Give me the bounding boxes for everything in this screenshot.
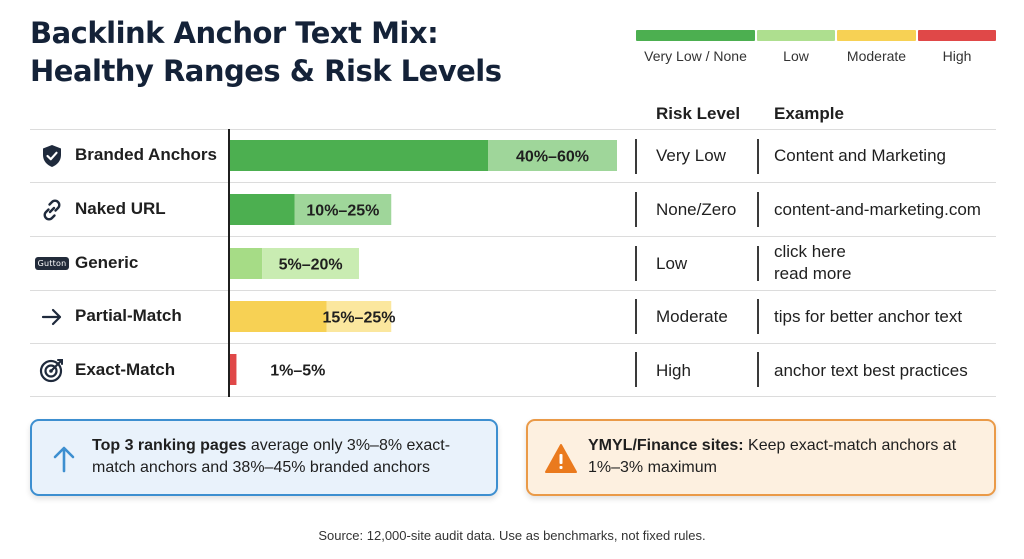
row-label-branded: Branded Anchors — [75, 145, 218, 164]
row-divider — [30, 182, 996, 183]
column-separator — [757, 139, 759, 174]
column-separator — [757, 299, 759, 334]
row-divider — [30, 343, 996, 344]
example-header: Example — [774, 104, 844, 123]
legend-label: High — [942, 48, 972, 64]
bar-range-3 — [326, 301, 392, 332]
title-line-2: Healthy Ranges & Risk Levels — [30, 54, 502, 88]
bar-label-1: 10%–25% — [306, 203, 379, 220]
risk-cell: None/Zero — [656, 200, 737, 219]
column-separator — [635, 352, 637, 387]
source-note: Source: 12,000-site audit data. Use as b… — [318, 528, 706, 543]
column-separator — [635, 246, 637, 281]
callout-text: YMYL/Finance sites: Keep exact-match anc… — [588, 435, 988, 479]
bar-range-2 — [262, 248, 359, 279]
legend-item-low: Low — [757, 30, 835, 70]
bar-range-1 — [294, 194, 392, 225]
chart-title: Backlink Anchor Text Mix: Healthy Ranges… — [30, 14, 590, 90]
bar-label-4: 1%–5% — [270, 363, 325, 380]
row-divider — [30, 236, 996, 237]
row-label-generic: Generic — [75, 253, 139, 272]
bar-min-1 — [230, 194, 295, 225]
callout-body: Keep exact-match anchors at 1%–3% maximu… — [588, 437, 957, 476]
legend-item-high: High — [918, 30, 996, 70]
button-badge-text: Gutton — [34, 256, 70, 270]
legend-swatch — [757, 30, 835, 41]
row-label-exact-match: Exact-Match — [75, 360, 176, 379]
row-divider — [30, 396, 996, 397]
ymyl-callout: YMYL/Finance sites: Keep exact-match anc… — [526, 419, 996, 496]
bar-label-0: 40%–60% — [516, 149, 589, 166]
legend-item-moderate: Moderate — [837, 30, 916, 70]
row-divider — [30, 129, 996, 130]
risk-level-header: Risk Level — [656, 104, 741, 123]
column-separator — [757, 246, 759, 281]
row-label-naked-url: Naked URL — [75, 199, 166, 218]
shield-check-icon — [38, 142, 66, 170]
example-cell: anchor text best practices — [774, 361, 968, 380]
legend-swatch — [918, 30, 996, 41]
column-separator — [635, 299, 637, 334]
target-icon — [38, 356, 66, 384]
callout-bold: YMYL/Finance sites: — [588, 437, 744, 454]
ranking-pages-callout: Top 3 ranking pages average only 3%–8% e… — [30, 419, 498, 496]
warning-icon — [544, 443, 577, 475]
row-divider — [30, 290, 996, 291]
bar-min-4 — [230, 354, 237, 385]
risk-cell: High — [656, 361, 691, 380]
column-separator — [757, 192, 759, 227]
callout-bold: Top 3 ranking pages — [92, 437, 247, 454]
column-separator — [635, 139, 637, 174]
legend-item-very-low: Very Low / None — [636, 30, 755, 70]
bar-range-0 — [488, 140, 617, 171]
legend-swatch — [636, 30, 755, 41]
column-separator — [635, 192, 637, 227]
legend-label: Very Low / None — [644, 48, 747, 64]
example-cell: read more — [774, 264, 852, 283]
bar-min-0 — [230, 140, 488, 171]
bar-label-3: 15%–25% — [323, 310, 396, 327]
arrow-right-icon — [38, 303, 66, 331]
column-separator — [757, 352, 759, 387]
risk-cell: Moderate — [656, 307, 728, 326]
example-cell: content-and-marketing.com — [774, 200, 981, 219]
example-cell: click here — [774, 242, 846, 261]
button-badge-icon: Gutton — [34, 249, 70, 277]
example-cell: tips for better anchor text — [774, 307, 963, 326]
risk-legend: Very Low / None Low Moderate High — [636, 30, 996, 70]
bar-label-2: 5%–20% — [279, 257, 343, 274]
link-icon — [38, 196, 66, 224]
y-axis-line — [228, 129, 230, 397]
bar-min-3 — [230, 301, 327, 332]
legend-label: Moderate — [846, 48, 907, 64]
bar-min-2 — [230, 248, 263, 279]
example-cell: Content and Marketing — [774, 146, 946, 165]
legend-swatch — [837, 30, 916, 41]
risk-cell: Very Low — [656, 146, 726, 165]
legend-label: Low — [783, 48, 809, 64]
title-line-1: Backlink Anchor Text Mix: — [30, 16, 439, 50]
callout-text: Top 3 ranking pages average only 3%–8% e… — [92, 435, 492, 479]
arrow-up-icon — [48, 443, 80, 475]
callout-body: average only 3%–8% exact-match anchors a… — [92, 437, 451, 476]
risk-cell: Low — [656, 254, 688, 273]
row-label-partial-match: Partial-Match — [75, 306, 182, 325]
